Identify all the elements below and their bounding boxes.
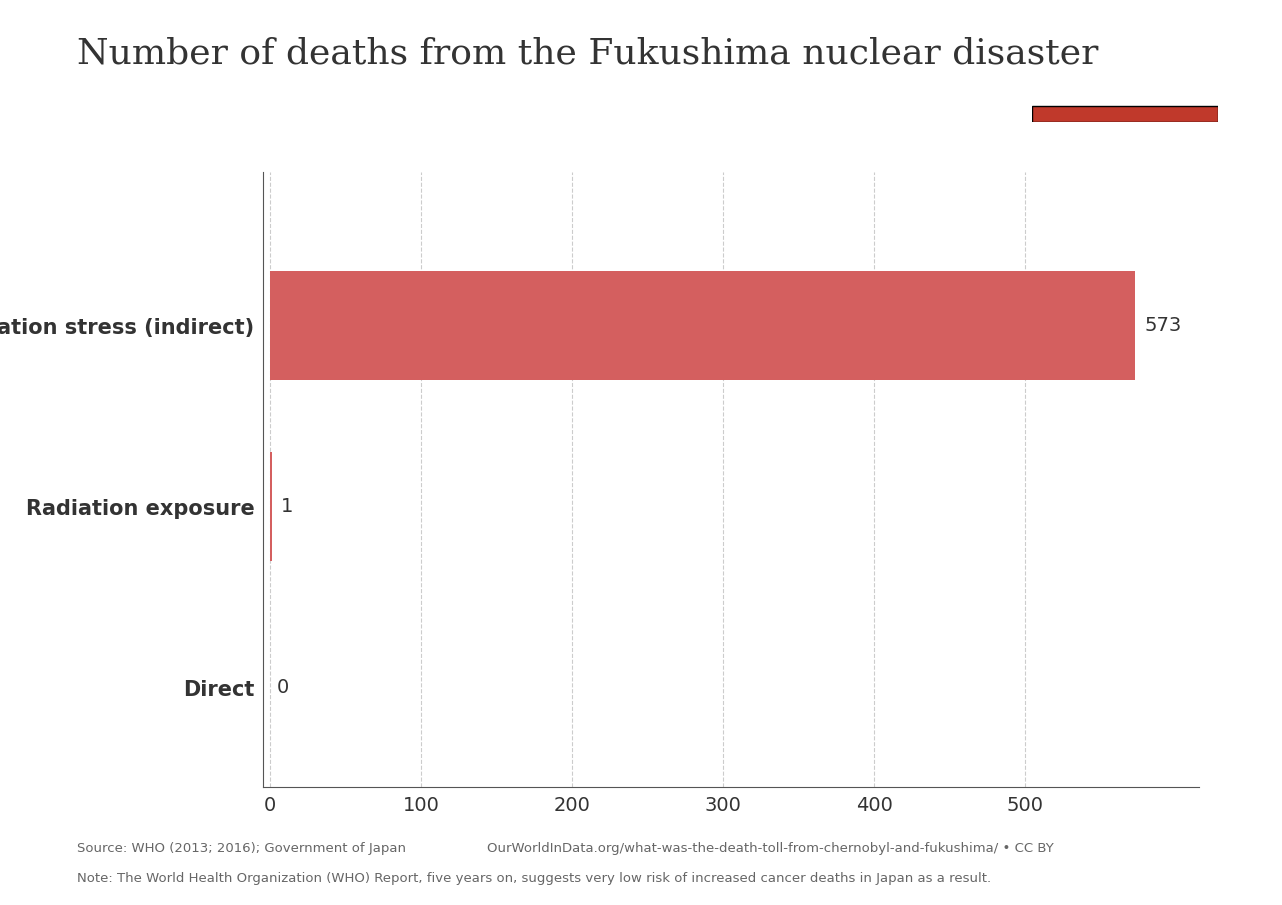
Bar xyxy=(271,452,272,561)
FancyBboxPatch shape xyxy=(1032,106,1218,122)
Text: Source: WHO (2013; 2016); Government of Japan: Source: WHO (2013; 2016); Government of … xyxy=(77,843,406,855)
Text: Number of deaths from the Fukushima nuclear disaster: Number of deaths from the Fukushima nucl… xyxy=(77,36,1099,71)
Text: 573: 573 xyxy=(1145,317,1182,335)
Text: Our World
in Data: Our World in Data xyxy=(1082,48,1168,82)
Text: 1: 1 xyxy=(281,498,294,516)
Bar xyxy=(271,272,1136,380)
Text: OurWorldInData.org/what-was-the-death-toll-from-chernobyl-and-fukushima/ • CC BY: OurWorldInData.org/what-was-the-death-to… xyxy=(487,843,1054,855)
Text: Note: The World Health Organization (WHO) Report, five years on, suggests very l: Note: The World Health Organization (WHO… xyxy=(77,872,991,885)
Text: 0: 0 xyxy=(277,679,288,697)
